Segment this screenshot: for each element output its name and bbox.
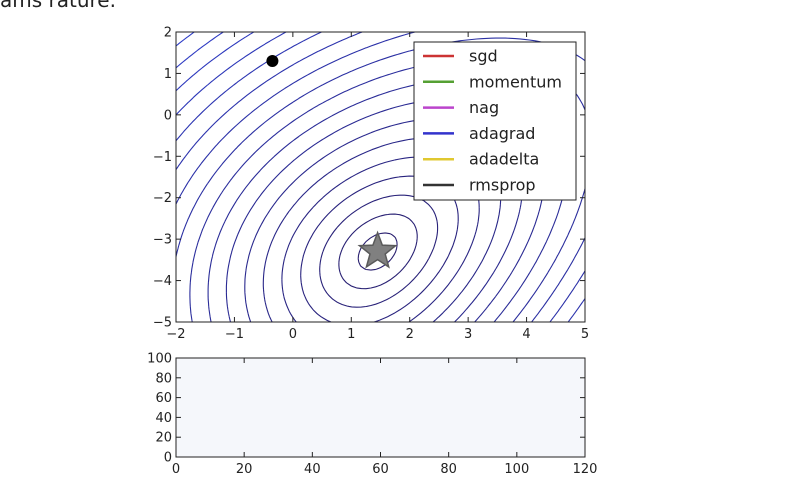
contour-line (300, 175, 459, 322)
legend-label-sgd: sgd (469, 47, 498, 66)
contour-line (176, 32, 323, 142)
x-tick-label: 20 (236, 462, 253, 477)
contour-line (176, 32, 585, 322)
contour-line (176, 32, 196, 47)
x-tick-label: 1 (347, 327, 355, 342)
x-tick-label: 4 (522, 327, 530, 342)
legend-label-adadelta: adadelta (469, 150, 539, 169)
legend-box (413, 41, 577, 201)
y-tick-label: 40 (155, 411, 172, 426)
x-tick-label: 60 (372, 462, 389, 477)
contour-line (338, 213, 418, 290)
x-tick-label: 0 (289, 327, 297, 342)
x-tick-label: 40 (304, 462, 321, 477)
x-tick-label: 120 (573, 462, 598, 477)
y-tick-label: 0 (164, 451, 172, 466)
contour-line (176, 32, 585, 322)
legend-label-rmsprop: rmsprop (469, 176, 536, 195)
minimum-star-marker (357, 230, 398, 269)
contour-line (357, 232, 398, 271)
x-tick-label: 100 (504, 462, 529, 477)
contour-line (176, 32, 255, 92)
y-tick-label: −3 (153, 233, 172, 248)
x-tick-label: 3 (464, 327, 472, 342)
y-tick-label: 60 (155, 391, 172, 406)
x-tick-label: −2 (166, 327, 185, 342)
x-tick-label: 0 (172, 462, 180, 477)
y-tick-label: −2 (153, 191, 172, 206)
x-tick-label: 2 (406, 327, 414, 342)
y-tick-label: 1 (164, 67, 172, 82)
legend-label-nag: nag (469, 98, 499, 117)
plot-markers (266, 55, 398, 269)
y-tick-label: −1 (153, 150, 172, 165)
contour-plot: −2 −1 0 1 2 3 4 5 2 1 0 −1 −2 −3 −4 −5 sgd momentum nag ad… (153, 26, 589, 343)
y-tick-label: 2 (164, 26, 172, 41)
y-tick-label: −5 (153, 316, 172, 331)
y-tick-label: −4 (153, 274, 172, 289)
legend: sgd momentum nag adagrad adadelta rmsprop (413, 41, 577, 201)
contour-plot-frame (175, 31, 586, 323)
loss-plot-background (176, 358, 585, 457)
x-tick-label: 80 (440, 462, 457, 477)
contour-line (262, 137, 502, 322)
x-tick-label: 5 (581, 327, 589, 342)
legend-label-adagrad: adagrad (469, 124, 535, 143)
legend-label-momentum: momentum (469, 72, 562, 91)
y-tick-label: 20 (155, 431, 172, 446)
y-tick-label: 0 (164, 108, 172, 123)
y-tick-label: 80 (155, 371, 172, 386)
contour-line (319, 194, 439, 308)
y-tick-label: 100 (147, 352, 172, 367)
caption-fragment: ams rature. (0, 0, 116, 12)
x-tick-label: −1 (225, 327, 244, 342)
contour-lines (176, 32, 585, 322)
contour-plot-ticks: −2 −1 0 1 2 3 4 5 2 1 0 −1 −2 −3 −4 −5 (153, 26, 589, 343)
contour-line (176, 32, 225, 69)
start-point-marker (266, 55, 279, 67)
contour-line (176, 32, 288, 116)
loss-plot: 0 20 40 60 80 100 120 100 80 60 40 20 0 (147, 352, 597, 478)
loss-plot-ticks: 0 20 40 60 80 100 120 100 80 60 40 20 0 (147, 352, 597, 478)
